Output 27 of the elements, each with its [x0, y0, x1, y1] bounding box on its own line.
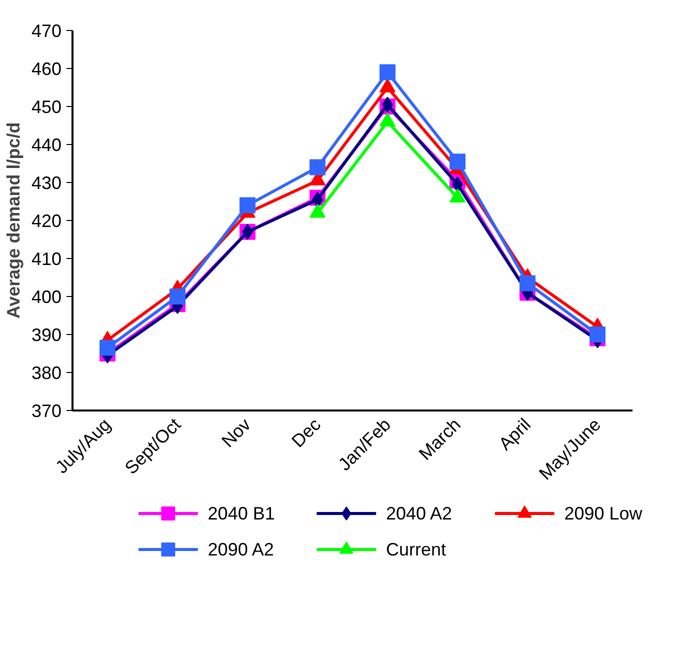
- y-tick-label: 440: [31, 135, 62, 155]
- y-tick-label: 410: [31, 249, 62, 269]
- legend-label: 2040 A2: [386, 504, 452, 524]
- point: [450, 154, 466, 170]
- x-tick-label: Dec: [288, 414, 325, 452]
- point: [520, 275, 536, 292]
- legend-label: 2090 A2: [208, 540, 274, 560]
- y-tick-label: 420: [31, 211, 62, 231]
- y-tick-label: 470: [31, 21, 62, 41]
- point: [380, 64, 396, 80]
- y-tick-label: 460: [31, 59, 62, 79]
- y-tick-label: 380: [31, 363, 62, 383]
- y-tick-label: 390: [31, 325, 62, 345]
- point: [100, 340, 116, 356]
- legend-label: 2090 Low: [564, 504, 644, 524]
- y-tick-label: 450: [31, 97, 62, 117]
- point: [310, 159, 326, 176]
- x-tick-label: Nov: [218, 414, 255, 452]
- y-tick-label: 400: [31, 287, 62, 307]
- y-axis-title: Average demand l/pc/d: [3, 122, 24, 319]
- point: [590, 326, 606, 342]
- legend-label: 2040 B1: [208, 504, 275, 524]
- point: [240, 197, 256, 214]
- point: [170, 288, 186, 304]
- y-tick-label: 370: [31, 401, 62, 421]
- y-tick-label: 430: [31, 173, 62, 193]
- legend-label: Current: [386, 540, 446, 560]
